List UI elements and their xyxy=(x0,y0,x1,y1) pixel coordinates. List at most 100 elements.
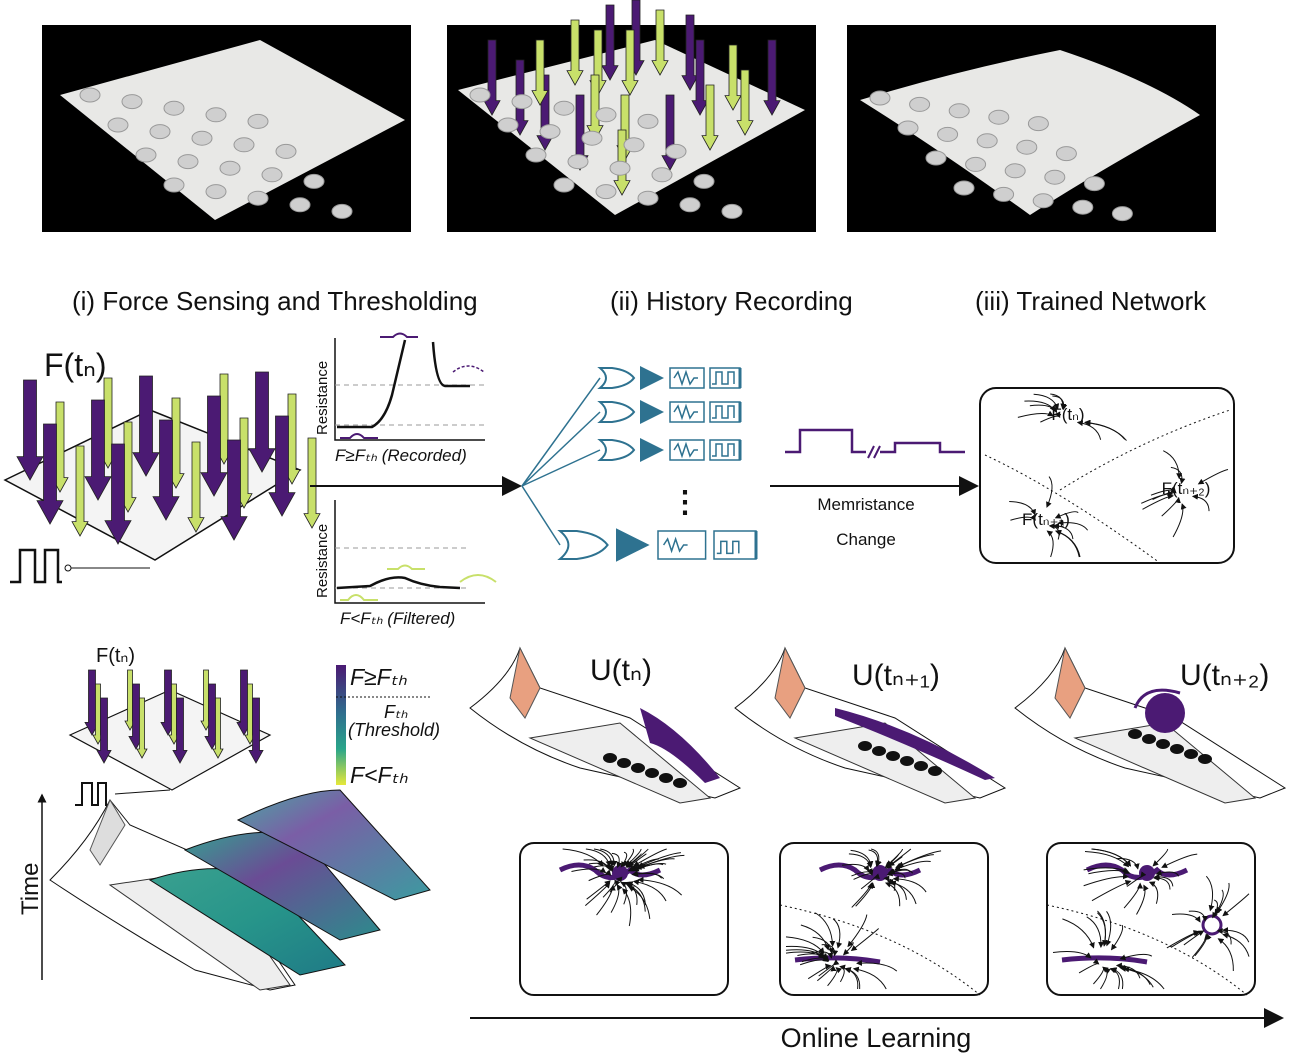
flow-arrow xyxy=(1171,913,1201,923)
sensor-dome xyxy=(511,94,533,110)
flow-arrow xyxy=(637,876,683,896)
flow-arrow xyxy=(1029,404,1058,414)
pulse-wave xyxy=(712,371,735,385)
flow-arrow xyxy=(850,928,880,952)
flow-arrow xyxy=(620,851,628,868)
memristance-pulse xyxy=(785,428,965,459)
flow-arrow xyxy=(1188,910,1208,922)
flow-arrow xyxy=(1148,881,1159,904)
amplifier-icon xyxy=(640,366,664,390)
pulse-register-icon xyxy=(709,401,741,423)
purple-force-arrow xyxy=(96,697,112,764)
activated-sensor xyxy=(900,756,914,766)
green-force-arrow xyxy=(136,697,148,759)
flow-arrow xyxy=(1076,420,1102,440)
flow-arrow xyxy=(1105,910,1112,947)
flow-arrow xyxy=(855,881,876,907)
flow-arrow xyxy=(1222,927,1250,943)
wing-label-1: U(tₙ₊₁) xyxy=(852,659,940,692)
green-force-arrow xyxy=(71,445,89,537)
node-f-tn1: F(tₙ₊₁) xyxy=(1022,510,1070,529)
flow-arrow xyxy=(868,849,881,868)
sensor-dome xyxy=(1044,169,1066,185)
purple-force-arrow xyxy=(16,379,44,481)
flow-arrow xyxy=(800,924,830,951)
sensor-dome xyxy=(163,100,185,116)
flow-arrow xyxy=(841,863,870,872)
flow-arrow xyxy=(851,868,873,877)
flow-arrow xyxy=(624,881,638,906)
flow-arrow xyxy=(610,884,623,913)
sensor-dome xyxy=(651,167,673,183)
wing-label-2: U(tₙ₊₂) xyxy=(1180,659,1269,692)
flow-arrow xyxy=(1152,487,1177,500)
activated-sensor xyxy=(872,746,886,756)
flow-arrow xyxy=(1084,851,1130,868)
heading-trained-network: (iii) Trained Network xyxy=(975,286,1207,316)
flow-arrow xyxy=(847,914,868,948)
flow-field-box-1 xyxy=(779,842,989,996)
memristor-icon xyxy=(669,401,705,423)
sensor-dome xyxy=(1032,193,1054,209)
sensor-dome xyxy=(261,167,283,183)
sensor-dome xyxy=(721,203,743,219)
purple-force-arrow xyxy=(84,399,112,501)
flow-arrow xyxy=(562,848,604,867)
flow-arrow xyxy=(818,959,840,977)
flow-arrow xyxy=(1046,530,1054,558)
flow-arrow xyxy=(884,853,899,869)
flow-arrow xyxy=(897,850,942,867)
flow-arrow xyxy=(894,860,931,871)
memristance-line1: Memristance xyxy=(817,495,914,514)
flow-arrow xyxy=(632,862,667,872)
purple-force-arrow xyxy=(172,697,188,764)
flow-arrow xyxy=(1166,930,1200,949)
flow-arrow xyxy=(1009,500,1036,516)
flow-arrow xyxy=(586,880,611,900)
history-circuit xyxy=(521,366,758,562)
heading-force-sensing: (i) Force Sensing and Thresholding xyxy=(72,286,478,316)
small-force-label: F(tₙ) xyxy=(96,645,135,667)
flow-arrow xyxy=(850,849,874,868)
activated-sensor xyxy=(886,751,900,761)
flow-arrow xyxy=(1010,514,1036,521)
resistor-zigzag xyxy=(673,403,698,421)
sensor-dome xyxy=(609,160,631,176)
sensor-array xyxy=(1073,722,1257,804)
flow-arrow xyxy=(812,936,835,955)
colorbar-top: F≥Fₜₕ xyxy=(350,664,408,690)
flow-box-frame xyxy=(779,842,989,996)
sensor-dome xyxy=(289,197,311,213)
purple-force-arrow xyxy=(248,371,276,473)
flow-arrow xyxy=(1055,529,1081,558)
sensor-dome xyxy=(665,143,687,159)
sensor-dome xyxy=(233,137,255,153)
wing-fin xyxy=(1054,646,1086,719)
node-f-tn2: F(tₙ₊₂) xyxy=(1162,479,1211,498)
flow-arrow xyxy=(1050,393,1067,410)
sensor-dome xyxy=(948,103,970,119)
flow-arrow xyxy=(1083,873,1129,887)
flow-arrow xyxy=(1197,469,1229,485)
flow-arrow xyxy=(1115,962,1141,979)
filtered-label: F<Fₜₕ (Filtered) xyxy=(340,609,455,628)
colorbar-mid-note: (Threshold) xyxy=(348,720,440,740)
sensor-dome xyxy=(1016,139,1038,155)
circuit-wire xyxy=(521,485,561,546)
green-force-arrow xyxy=(212,697,224,759)
flow-arrow xyxy=(1152,848,1169,867)
flow-box-frame xyxy=(519,842,729,996)
sensor-grid-small xyxy=(68,669,272,791)
flow-arrow xyxy=(1152,874,1171,890)
flow-arrow xyxy=(1084,420,1127,441)
flow-arrow xyxy=(1097,910,1109,947)
sensor-dome xyxy=(567,154,589,170)
force-label: F(tₙ) xyxy=(44,347,107,383)
sensor-dome xyxy=(219,160,241,176)
flow-arrow xyxy=(1054,511,1079,519)
resistor-zigzag xyxy=(673,369,698,387)
flow-arrow xyxy=(1161,496,1181,517)
flow-arrow xyxy=(632,870,665,880)
sensor-dome xyxy=(909,96,931,112)
flow-arrow xyxy=(1216,882,1230,914)
